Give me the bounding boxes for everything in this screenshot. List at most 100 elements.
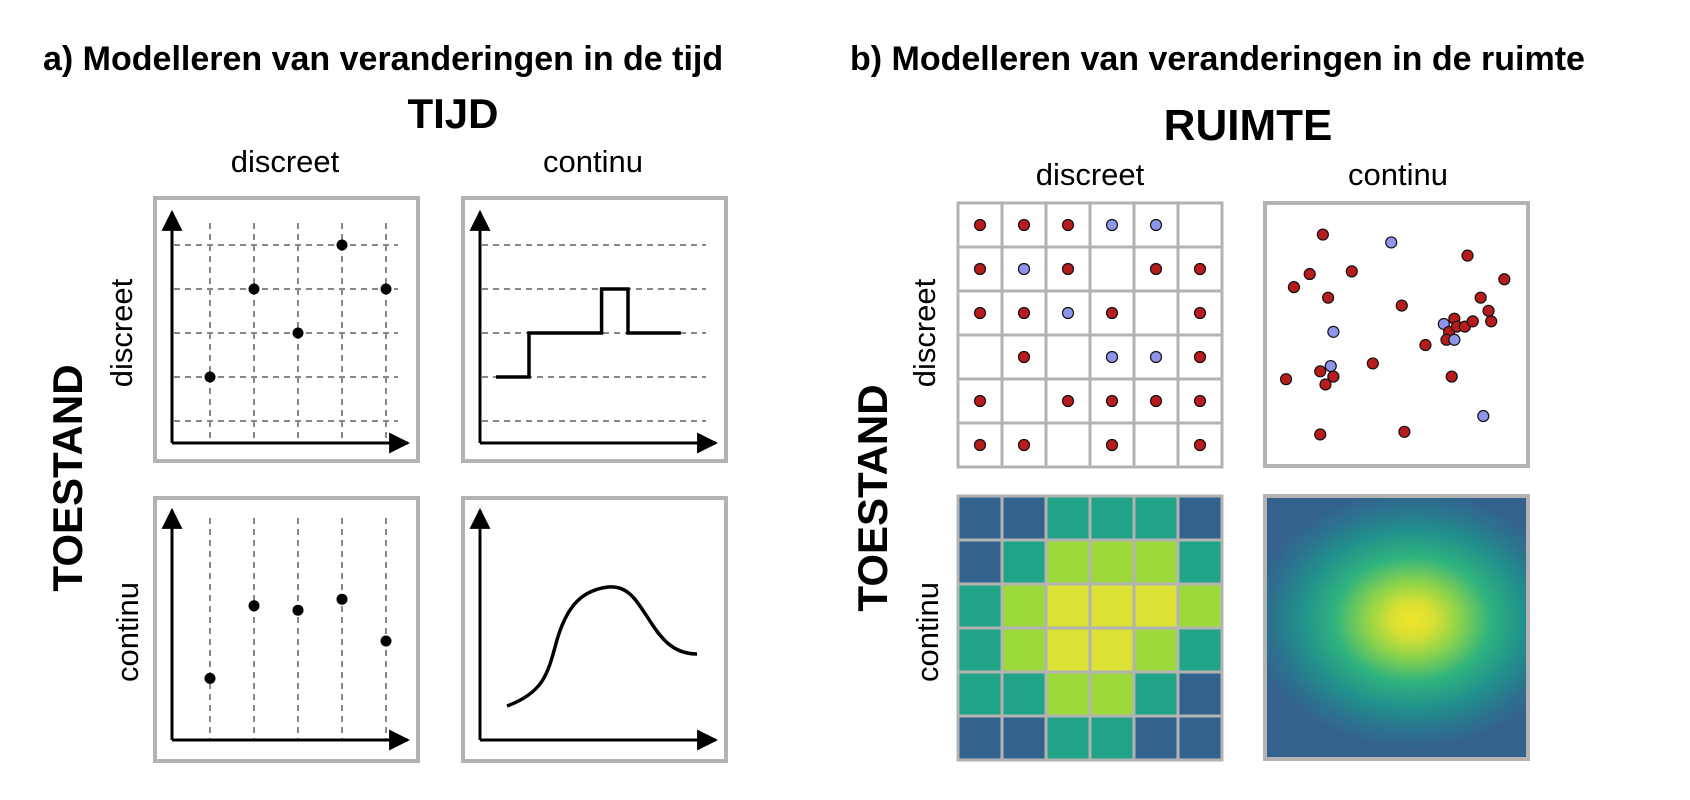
red-agent: [1193, 438, 1207, 452]
heat-cell: [1132, 626, 1180, 674]
heat-cell: [1088, 582, 1136, 630]
red-agent: [1017, 438, 1031, 452]
blue-agent: [1105, 350, 1119, 364]
red-agent: [1061, 262, 1075, 276]
panel-b-title: b) Modelleren van veranderingen in de ru…: [850, 40, 1585, 78]
red-agent: [1466, 315, 1479, 328]
continuous-heatmap: [1263, 494, 1530, 761]
plot3-point-4: [380, 635, 392, 647]
plot3-point-3: [336, 593, 348, 605]
heat-cell: [1000, 626, 1048, 674]
red-agent: [1193, 306, 1207, 320]
heat-cell: [1044, 582, 1092, 630]
red-agent: [1105, 438, 1119, 452]
blue-agent: [1448, 333, 1461, 346]
red-agent: [1398, 425, 1411, 438]
red-agent: [973, 306, 987, 320]
red-agent: [1149, 394, 1163, 408]
agent-cell: [1132, 421, 1180, 469]
heat-cell: [1176, 714, 1224, 762]
blue-agent: [1477, 409, 1490, 423]
heat-cell: [956, 538, 1004, 586]
panel-b-axis-header: RUIMTE: [1164, 101, 1333, 150]
agent-cell: [1000, 377, 1048, 425]
panel-a: a) Modelleren van veranderingen in de ti…: [43, 40, 728, 763]
plot3-point-2: [292, 604, 304, 616]
panel-b-col-label-continuous: continu: [1348, 157, 1448, 192]
blue-agent: [1385, 236, 1398, 249]
plot1-point-4: [380, 283, 392, 295]
plot-frame-discrete-continuous: [461, 196, 728, 463]
panel-a-col-label-continuous: continu: [543, 144, 643, 179]
red-agent: [1105, 394, 1119, 408]
heat-cell: [956, 626, 1004, 674]
panel-a-col-label-discrete: discreet: [231, 144, 340, 179]
heat-cell: [1176, 494, 1224, 542]
heat-cell: [1088, 626, 1136, 674]
heat-cell: [1044, 714, 1092, 762]
heat-cell: [1132, 582, 1180, 630]
red-agent: [1314, 428, 1327, 441]
blue-agent: [1061, 306, 1075, 320]
heat-cell: [956, 714, 1004, 762]
free-agents-frame: [1263, 201, 1530, 468]
heat-grid: [956, 494, 1224, 762]
blue-agent: [1327, 325, 1340, 338]
agent-cell: [1132, 289, 1180, 337]
red-agent: [1485, 315, 1498, 328]
red-agent: [1017, 218, 1031, 232]
red-agent: [1149, 262, 1163, 276]
red-agent: [1474, 291, 1487, 304]
red-agent: [973, 438, 987, 452]
agent-cell: [1088, 245, 1136, 293]
plot3-point-0: [204, 672, 216, 684]
heat-cell: [1088, 538, 1136, 586]
panel-a-row-label-discrete: discreet: [104, 278, 139, 387]
heat-cell: [1000, 538, 1048, 586]
plot4-curve: [506, 585, 698, 708]
free-agents: [1279, 228, 1511, 441]
heat-cell: [1000, 714, 1048, 762]
agent-cell: [1176, 201, 1224, 249]
red-agent: [1193, 262, 1207, 276]
red-agent: [1314, 365, 1327, 378]
panel-b-row-label-discrete: discreet: [907, 278, 942, 387]
plot2-step-line: [496, 287, 681, 379]
plot1-points: [204, 239, 392, 383]
blue-agent: [1017, 262, 1031, 276]
red-agent: [1322, 291, 1335, 304]
plot1-point-1: [248, 283, 260, 295]
plot1-grid: [174, 223, 398, 443]
red-agent: [973, 218, 987, 232]
blue-agent: [1324, 359, 1337, 373]
red-agent: [1287, 281, 1301, 294]
red-agent: [973, 394, 987, 408]
heat-cell: [1176, 670, 1224, 718]
plot1-point-3: [336, 239, 348, 251]
heat-cell: [1044, 494, 1092, 542]
panel-b: b) Modelleren van veranderingen in de ru…: [849, 40, 1585, 762]
agent-cell: [956, 333, 1004, 381]
red-agent: [1017, 350, 1031, 364]
plot1-point-0: [204, 371, 216, 383]
blue-agent: [1149, 350, 1163, 364]
plot-continuous-time-continuous-state: [469, 507, 719, 751]
red-agent: [1461, 249, 1474, 262]
heat-cell: [1132, 670, 1180, 718]
plot-continuous-time-discrete-state: [469, 209, 719, 454]
red-agent: [1366, 357, 1379, 370]
heat-cell: [1088, 714, 1136, 762]
heat-cell: [956, 582, 1004, 630]
heat-cell: [1132, 538, 1180, 586]
red-agent: [1193, 350, 1207, 364]
heat-cell: [1000, 582, 1048, 630]
agent-grid: [956, 201, 1224, 469]
plot-frame-continuous-continuous: [461, 496, 728, 763]
red-agent: [1345, 265, 1358, 278]
red-agent: [1395, 299, 1408, 312]
red-agent: [1017, 306, 1031, 320]
plot3-points: [204, 593, 392, 684]
red-agent: [1419, 338, 1432, 352]
red-agent: [1445, 370, 1458, 383]
blue-agent: [1105, 218, 1119, 232]
